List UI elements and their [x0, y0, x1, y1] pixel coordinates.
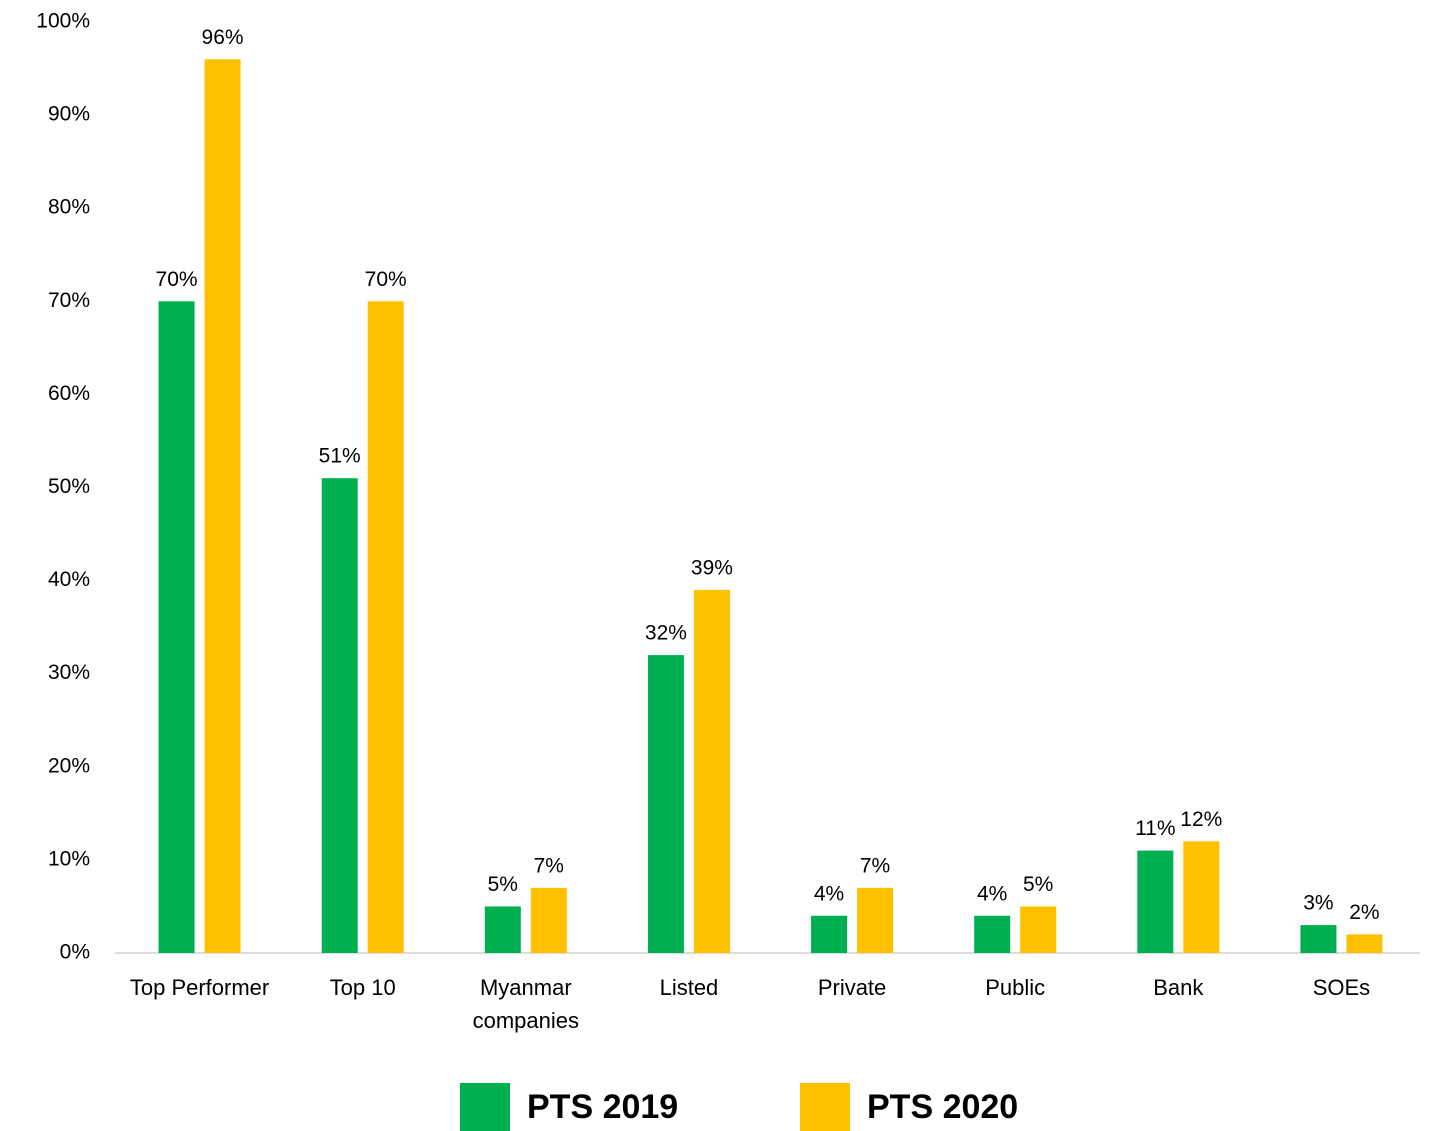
value-label: 5%: [1023, 873, 1053, 896]
y-tick-label: 40%: [48, 568, 90, 591]
legend-label: PTS 2019: [527, 1088, 678, 1126]
y-tick-label: 30%: [48, 661, 90, 684]
legend-label: PTS 2020: [867, 1088, 1018, 1126]
value-label: 70%: [156, 268, 198, 291]
bar: [1020, 906, 1057, 953]
x-tick-label: Myanmar companies: [472, 975, 579, 1033]
y-tick-label: 60%: [48, 382, 90, 405]
x-tick-label: Public: [985, 975, 1046, 1000]
bar: [693, 589, 730, 953]
legend-swatch: [800, 1083, 850, 1131]
x-tick-label: Bank: [1153, 975, 1204, 1000]
y-tick-label: 0%: [60, 941, 90, 964]
x-tick-label: SOEs: [1312, 975, 1371, 1000]
bar: [647, 655, 684, 953]
value-label: 12%: [1180, 808, 1222, 831]
value-label: 70%: [365, 268, 407, 291]
bar: [484, 906, 521, 953]
bar: [974, 915, 1011, 953]
x-tick-label: Listed: [659, 975, 719, 1000]
bar: [857, 887, 894, 953]
bar: [530, 887, 567, 953]
bar: [1137, 850, 1174, 953]
bar: [1346, 934, 1383, 953]
value-label: 39%: [691, 556, 733, 579]
y-tick-label: 50%: [48, 475, 90, 498]
y-tick-label: 100%: [36, 10, 90, 33]
y-tick-label: 20%: [48, 754, 90, 777]
y-tick-label: 10%: [48, 847, 90, 870]
y-tick-label: 70%: [48, 289, 90, 312]
value-label: 32%: [645, 622, 687, 645]
legend-swatch: [460, 1083, 510, 1131]
bar: [1183, 841, 1220, 953]
x-tick-label: Top 10: [329, 975, 396, 1000]
value-label: 3%: [1303, 892, 1333, 915]
value-label: 4%: [814, 882, 844, 905]
bar: [158, 301, 195, 953]
value-label: 51%: [319, 445, 361, 468]
y-tick-label: 90%: [48, 103, 90, 126]
bar: [204, 59, 241, 954]
y-tick-label: 80%: [48, 196, 90, 219]
value-label: 5%: [488, 873, 518, 896]
x-tick-label: Private: [817, 975, 887, 1000]
bar: [367, 301, 404, 953]
value-label: 96%: [202, 26, 244, 49]
value-label: 7%: [534, 854, 564, 877]
value-label: 2%: [1349, 901, 1379, 924]
value-label: 7%: [860, 854, 890, 877]
bar: [321, 478, 358, 953]
value-label: 11%: [1135, 817, 1175, 840]
value-label: 4%: [977, 882, 1007, 905]
bar: [1300, 925, 1337, 953]
x-tick-label: Top Performer: [129, 975, 270, 1000]
bar: [811, 915, 848, 953]
